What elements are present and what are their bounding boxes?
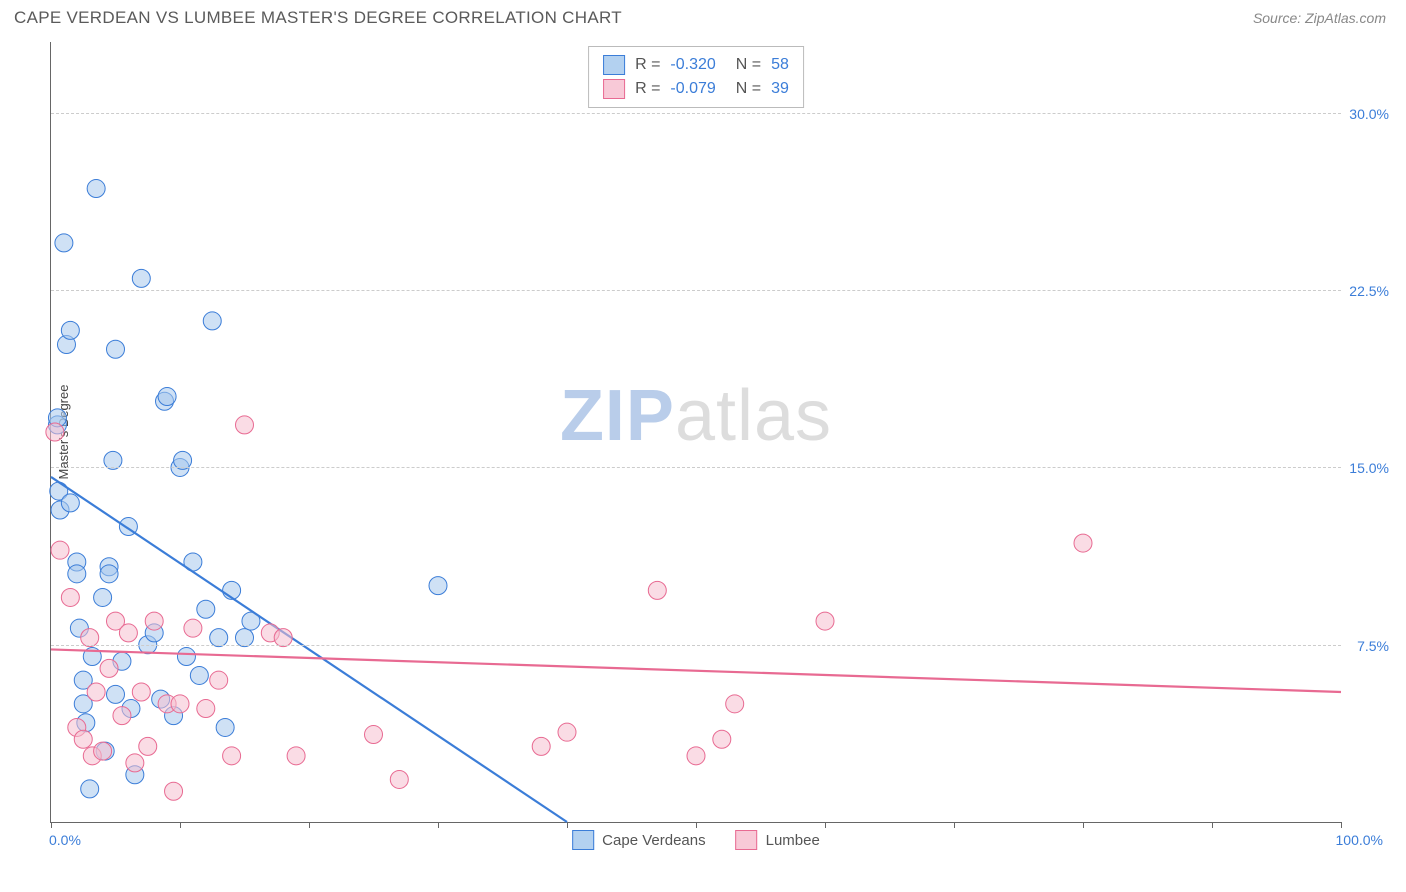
data-point — [61, 588, 79, 606]
data-point — [165, 782, 183, 800]
stats-row-pink: R = -0.079 N = 39 — [603, 77, 789, 101]
x-axis-min-label: 0.0% — [49, 832, 81, 848]
stat-r-blue: -0.320 — [670, 56, 715, 74]
data-point — [100, 659, 118, 677]
data-point — [61, 494, 79, 512]
data-point — [126, 754, 144, 772]
data-point — [190, 666, 208, 684]
data-point — [726, 695, 744, 713]
swatch-pink-icon — [603, 79, 625, 99]
trend-line — [51, 649, 1341, 692]
data-point — [68, 565, 86, 583]
data-point — [46, 423, 64, 441]
data-point — [184, 619, 202, 637]
x-axis-max-label: 100.0% — [1336, 832, 1383, 848]
data-point — [55, 234, 73, 252]
data-point — [132, 269, 150, 287]
data-point — [139, 737, 157, 755]
data-point — [287, 747, 305, 765]
data-point — [145, 612, 163, 630]
legend-label-blue: Cape Verdeans — [602, 832, 705, 849]
stat-n-label: N = — [736, 56, 761, 74]
data-point — [197, 700, 215, 718]
data-point — [558, 723, 576, 741]
data-point — [100, 565, 118, 583]
y-tick-label: 15.0% — [1349, 460, 1389, 476]
stat-n-blue: 58 — [771, 56, 789, 74]
data-point — [81, 780, 99, 798]
data-point — [1074, 534, 1092, 552]
data-point — [210, 671, 228, 689]
source-attribution: Source: ZipAtlas.com — [1253, 10, 1386, 26]
data-point — [236, 416, 254, 434]
data-point — [107, 340, 125, 358]
plot-area: ZIPatlas R = -0.320 N = 58 R = -0.079 N … — [50, 42, 1341, 823]
data-point — [216, 718, 234, 736]
data-point — [119, 624, 137, 642]
chart-header: CAPE VERDEAN VS LUMBEE MASTER'S DEGREE C… — [0, 0, 1406, 32]
data-point — [107, 685, 125, 703]
data-point — [158, 388, 176, 406]
data-point — [223, 747, 241, 765]
data-point — [648, 581, 666, 599]
y-tick-label: 22.5% — [1349, 283, 1389, 299]
data-point — [113, 707, 131, 725]
stat-r-pink: -0.079 — [670, 80, 715, 98]
stat-n-label: N = — [736, 80, 761, 98]
stat-r-label: R = — [635, 80, 660, 98]
data-point — [74, 730, 92, 748]
data-point — [365, 726, 383, 744]
stat-r-label: R = — [635, 56, 660, 74]
legend-item-pink: Lumbee — [736, 830, 820, 850]
scatter-svg — [51, 42, 1341, 822]
data-point — [203, 312, 221, 330]
data-point — [390, 770, 408, 788]
y-tick-label: 7.5% — [1357, 638, 1389, 654]
chart-title: CAPE VERDEAN VS LUMBEE MASTER'S DEGREE C… — [14, 8, 622, 28]
stats-box: R = -0.320 N = 58 R = -0.079 N = 39 — [588, 46, 804, 108]
swatch-pink-icon — [736, 830, 758, 850]
stats-row-blue: R = -0.320 N = 58 — [603, 53, 789, 77]
data-point — [94, 588, 112, 606]
data-point — [94, 742, 112, 760]
swatch-blue-icon — [572, 830, 594, 850]
bottom-legend: Cape Verdeans Lumbee — [572, 830, 820, 850]
data-point — [713, 730, 731, 748]
y-tick-label: 30.0% — [1349, 106, 1389, 122]
data-point — [132, 683, 150, 701]
data-point — [87, 683, 105, 701]
legend-item-blue: Cape Verdeans — [572, 830, 705, 850]
legend-label-pink: Lumbee — [766, 832, 820, 849]
swatch-blue-icon — [603, 55, 625, 75]
data-point — [51, 541, 69, 559]
stat-n-pink: 39 — [771, 80, 789, 98]
chart-container: Master's Degree ZIPatlas R = -0.320 N = … — [50, 42, 1380, 822]
data-point — [687, 747, 705, 765]
data-point — [532, 737, 550, 755]
data-point — [177, 648, 195, 666]
data-point — [171, 695, 189, 713]
data-point — [87, 180, 105, 198]
data-point — [61, 321, 79, 339]
data-point — [429, 577, 447, 595]
data-point — [197, 600, 215, 618]
data-point — [816, 612, 834, 630]
